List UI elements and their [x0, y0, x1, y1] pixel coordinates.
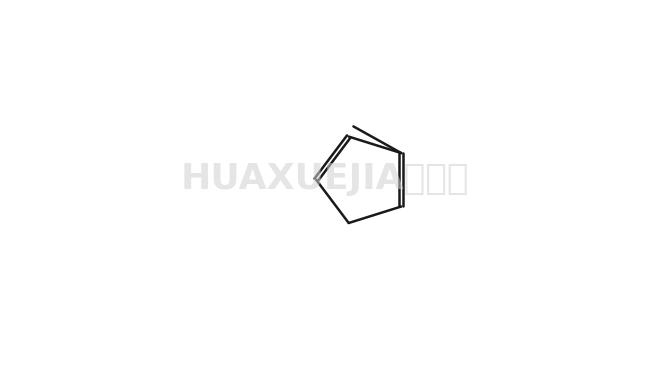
- Text: HUAXUEJIA化学加: HUAXUEJIA化学加: [181, 162, 469, 196]
